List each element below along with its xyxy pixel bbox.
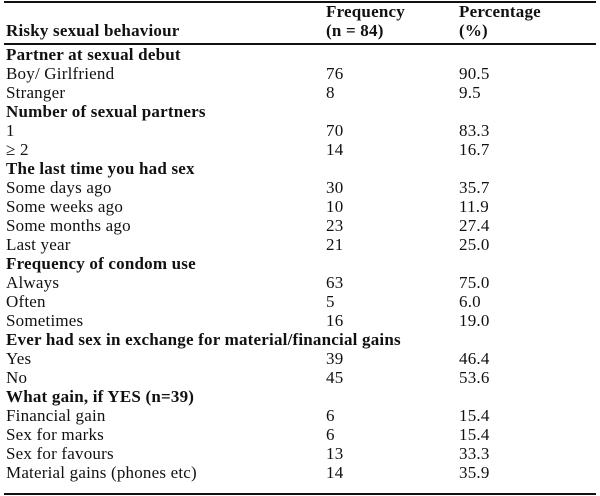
row-frequency: 6 bbox=[326, 406, 335, 425]
table-header: Risky sexual behaviour Frequency (n = 84… bbox=[6, 2, 592, 40]
row-label: Sex for marks bbox=[6, 425, 104, 444]
header-percentage: Percentage (%) bbox=[459, 2, 592, 40]
table-row: Stranger 8 9.5 bbox=[6, 83, 592, 102]
row-frequency: 14 bbox=[326, 140, 344, 159]
row-frequency: 76 bbox=[326, 64, 344, 83]
row-percentage: 11.9 bbox=[459, 197, 489, 216]
row-frequency: 10 bbox=[326, 197, 344, 216]
row-percentage: 75.0 bbox=[459, 273, 490, 292]
section-header-row: The last time you had sex bbox=[6, 159, 592, 178]
row-percentage: 35.9 bbox=[459, 463, 490, 482]
row-label: Stranger bbox=[6, 83, 66, 102]
table-row: Some weeks ago 10 11.9 bbox=[6, 197, 592, 216]
row-label: ≥ 2 bbox=[6, 140, 29, 159]
table-row: 1 70 83.3 bbox=[6, 121, 592, 140]
table-row: Financial gain 6 15.4 bbox=[6, 406, 592, 425]
row-label: Some weeks ago bbox=[6, 197, 124, 216]
row-label: Financial gain bbox=[6, 406, 106, 425]
section-header-row: Frequency of condom use bbox=[6, 254, 592, 273]
section-title: Partner at sexual debut bbox=[6, 45, 181, 64]
row-label: Boy/ Girlfriend bbox=[6, 64, 115, 83]
table-bottom-rule bbox=[4, 493, 596, 495]
row-percentage: 33.3 bbox=[459, 444, 490, 463]
row-frequency: 16 bbox=[326, 311, 344, 330]
row-percentage: 53.6 bbox=[459, 368, 490, 387]
section-title: The last time you had sex bbox=[6, 159, 195, 178]
row-percentage: 6.0 bbox=[459, 292, 481, 311]
table-row: Material gains (phones etc) 14 35.9 bbox=[6, 463, 592, 482]
table-row: ≥ 2 14 16.7 bbox=[6, 140, 592, 159]
row-frequency: 70 bbox=[326, 121, 344, 140]
row-percentage: 15.4 bbox=[459, 425, 490, 444]
row-percentage: 19.0 bbox=[459, 311, 490, 330]
table-row: Boy/ Girlfriend 76 90.5 bbox=[6, 64, 592, 83]
row-frequency: 14 bbox=[326, 463, 344, 482]
table-row: Sex for marks 6 15.4 bbox=[6, 425, 592, 444]
table-row: Last year 21 25.0 bbox=[6, 235, 592, 254]
table-row: Often 5 6.0 bbox=[6, 292, 592, 311]
row-label: Yes bbox=[6, 349, 32, 368]
section-title: Ever had sex in exchange for material/fi… bbox=[6, 330, 401, 349]
row-percentage: 83.3 bbox=[459, 121, 490, 140]
section-header-row: Ever had sex in exchange for material/fi… bbox=[6, 330, 592, 349]
row-label: No bbox=[6, 368, 28, 387]
row-label: Often bbox=[6, 292, 46, 311]
row-frequency: 30 bbox=[326, 178, 344, 197]
row-frequency: 5 bbox=[326, 292, 335, 311]
table-row: Sex for favours 13 33.3 bbox=[6, 444, 592, 463]
table-row: Some days ago 30 35.7 bbox=[6, 178, 592, 197]
row-frequency: 6 bbox=[326, 425, 335, 444]
section-title: Frequency of condom use bbox=[6, 254, 196, 273]
row-percentage: 25.0 bbox=[459, 235, 490, 254]
row-frequency: 21 bbox=[326, 235, 344, 254]
section-title: What gain, if YES (n=39) bbox=[6, 387, 195, 406]
row-label: Always bbox=[6, 273, 60, 292]
header-frequency-n: (n = 84) bbox=[326, 21, 384, 40]
section-header-row: Number of sexual partners bbox=[6, 102, 592, 121]
row-label: Some days ago bbox=[6, 178, 112, 197]
section-header-row: Partner at sexual debut bbox=[6, 45, 592, 64]
row-percentage: 27.4 bbox=[459, 216, 490, 235]
row-label: Material gains (phones etc) bbox=[6, 463, 197, 482]
table-body: Partner at sexual debut Boy/ Girlfriend 76… bbox=[6, 45, 592, 482]
row-frequency: 8 bbox=[326, 83, 335, 102]
row-label: Some months ago bbox=[6, 216, 131, 235]
header-behaviour-label: Risky sexual behaviour bbox=[6, 21, 180, 40]
row-label: Sex for favours bbox=[6, 444, 114, 463]
table-row: No 45 53.6 bbox=[6, 368, 592, 387]
row-frequency: 13 bbox=[326, 444, 344, 463]
header-row: Risky sexual behaviour Frequency (n = 84… bbox=[6, 2, 592, 40]
table-header-rule bbox=[4, 43, 596, 45]
table-row: Yes 39 46.4 bbox=[6, 349, 592, 368]
row-label: Sometimes bbox=[6, 311, 84, 330]
row-label: Last year bbox=[6, 235, 71, 254]
table-row: Always 63 75.0 bbox=[6, 273, 592, 292]
header-frequency-label: Frequency bbox=[326, 2, 405, 21]
row-percentage: 90.5 bbox=[459, 64, 490, 83]
header-behaviour: Risky sexual behaviour bbox=[6, 2, 326, 40]
row-label: 1 bbox=[6, 121, 15, 140]
header-frequency: Frequency (n = 84) bbox=[326, 2, 459, 40]
row-percentage: 9.5 bbox=[459, 83, 481, 102]
row-percentage: 46.4 bbox=[459, 349, 490, 368]
header-percentage-label: Percentage bbox=[459, 2, 541, 21]
row-frequency: 63 bbox=[326, 273, 344, 292]
section-title: Number of sexual partners bbox=[6, 102, 206, 121]
row-percentage: 15.4 bbox=[459, 406, 490, 425]
header-percentage-unit: (%) bbox=[459, 21, 488, 40]
table-row: Some months ago 23 27.4 bbox=[6, 216, 592, 235]
table-row: Sometimes 16 19.0 bbox=[6, 311, 592, 330]
table-top-rule bbox=[4, 1, 596, 3]
row-frequency: 23 bbox=[326, 216, 344, 235]
row-percentage: 35.7 bbox=[459, 178, 490, 197]
section-header-row: What gain, if YES (n=39) bbox=[6, 387, 592, 406]
row-frequency: 39 bbox=[326, 349, 344, 368]
row-frequency: 45 bbox=[326, 368, 344, 387]
row-percentage: 16.7 bbox=[459, 140, 490, 159]
